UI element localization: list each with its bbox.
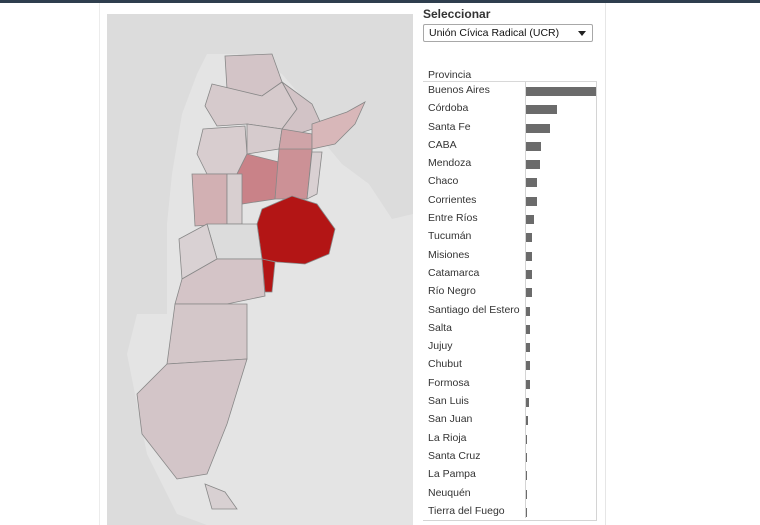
province-santa-cruz[interactable] [136, 358, 248, 480]
province-row[interactable]: Santa Fe [423, 119, 597, 137]
province-cordoba[interactable] [236, 153, 280, 205]
province-row[interactable]: Catamarca [423, 265, 597, 283]
province-row[interactable]: La Rioja [423, 430, 597, 448]
province-row[interactable]: Tierra del Fuego [423, 503, 597, 521]
chevron-down-icon[interactable] [578, 31, 586, 36]
province-row[interactable]: Misiones [423, 247, 597, 265]
province-bar[interactable] [526, 251, 532, 261]
province-bar[interactable] [526, 434, 528, 444]
party-dropdown[interactable]: Unión Cívica Radical (UCR) [423, 24, 593, 42]
province-label: Catamarca [428, 266, 480, 279]
province-bar[interactable] [526, 215, 534, 225]
province-bar[interactable] [526, 343, 531, 353]
province-row[interactable]: Córdoba [423, 100, 597, 118]
province-chubut[interactable] [166, 303, 248, 365]
province-label: CABA [428, 138, 457, 151]
province-label: Mendoza [428, 157, 472, 170]
province-label: Río Negro [428, 285, 476, 298]
province-bar[interactable] [526, 269, 532, 279]
province-bar[interactable] [526, 324, 531, 334]
table-bottom-border [423, 520, 597, 521]
province-buenos-aires[interactable] [256, 195, 336, 265]
province-row[interactable]: Buenos Aires [423, 82, 597, 100]
province-bar[interactable] [526, 379, 530, 389]
province-bar[interactable] [526, 87, 596, 96]
province-bar[interactable] [526, 123, 550, 133]
filter-title: Seleccionar [423, 7, 491, 21]
province-bar[interactable] [526, 452, 528, 462]
province-row[interactable]: Corrientes [423, 192, 597, 210]
province-label: Santa Cruz [428, 449, 481, 462]
province-row[interactable]: La Pampa [423, 466, 597, 484]
province-row[interactable]: Chubut [423, 356, 597, 374]
province-entre-rios[interactable] [306, 151, 323, 200]
column-header-provincia: Provincia [428, 69, 472, 81]
province-label: Córdoba [428, 102, 469, 115]
province-row[interactable]: Neuquén [423, 485, 597, 503]
province-bar[interactable] [526, 178, 538, 188]
province-label: Santiago del Estero [428, 303, 520, 316]
province-row[interactable]: Mendoza [423, 155, 597, 173]
province-row[interactable]: San Luis [423, 393, 597, 411]
province-bar[interactable] [526, 398, 529, 408]
province-label: Tierra del Fuego [428, 504, 505, 517]
province-bar[interactable] [526, 160, 540, 170]
argentina-map[interactable] [107, 14, 413, 525]
province-label: Neuquén [428, 486, 471, 499]
table-right-border [596, 82, 597, 520]
province-label: Entre Ríos [428, 212, 478, 225]
province-row[interactable]: Río Negro [423, 283, 597, 301]
province-bar[interactable] [526, 233, 533, 243]
province-bar[interactable] [526, 196, 537, 206]
province-mendoza[interactable] [191, 173, 228, 227]
province-row[interactable]: Tucumán [423, 228, 597, 246]
province-san-luis[interactable] [226, 173, 243, 225]
province-label: La Rioja [428, 431, 467, 444]
province-bar[interactable] [526, 306, 531, 316]
dropdown-value: Unión Cívica Radical (UCR) [429, 27, 560, 39]
province-bar[interactable] [526, 361, 531, 371]
province-row[interactable]: CABA [423, 137, 597, 155]
province-label: La Pampa [428, 468, 476, 481]
province-row[interactable]: San Juan [423, 411, 597, 429]
province-label: Buenos Aires [428, 84, 490, 96]
province-bar[interactable] [526, 141, 542, 151]
province-row[interactable]: Jujuy [423, 338, 597, 356]
province-tucuman[interactable] [246, 123, 283, 155]
province-label: Chubut [428, 358, 462, 371]
province-row[interactable]: Entre Ríos [423, 210, 597, 228]
top-bar [0, 0, 760, 3]
province-label: San Juan [428, 413, 473, 426]
province-row[interactable]: Salta [423, 320, 597, 338]
province-label: Salta [428, 321, 452, 334]
header-divider [423, 81, 597, 82]
province-bar-list[interactable]: Buenos Aires Córdoba Santa Fe CABA Mendoza Ch… [423, 82, 597, 521]
province-map[interactable] [107, 14, 413, 525]
province-label: Misiones [428, 248, 470, 261]
province-bar[interactable] [526, 288, 532, 298]
province-label: Formosa [428, 376, 470, 389]
panel-divider-right [605, 3, 606, 525]
bar-axis-line [525, 82, 526, 518]
province-tierra-del-fuego[interactable] [204, 483, 238, 510]
province-bar[interactable] [526, 105, 557, 115]
province-bar[interactable] [526, 471, 527, 481]
province-bar[interactable] [526, 416, 529, 426]
province-row[interactable]: Formosa [423, 375, 597, 393]
province-row[interactable]: Chaco [423, 173, 597, 191]
province-bar[interactable] [526, 489, 528, 499]
province-label: San Luis [428, 395, 469, 408]
province-santa-fe[interactable] [274, 148, 313, 200]
province-label: Tucumán [428, 230, 472, 243]
province-label: Corrientes [428, 193, 477, 206]
province-label: Santa Fe [428, 120, 471, 133]
province-label: Chaco [428, 175, 459, 188]
panel-divider-left [99, 3, 100, 525]
province-label: Jujuy [428, 340, 453, 353]
province-row[interactable]: Santa Cruz [423, 448, 597, 466]
province-bar[interactable] [526, 507, 527, 517]
province-row[interactable]: Santiago del Estero [423, 302, 597, 320]
province-catamarca[interactable] [196, 125, 248, 175]
